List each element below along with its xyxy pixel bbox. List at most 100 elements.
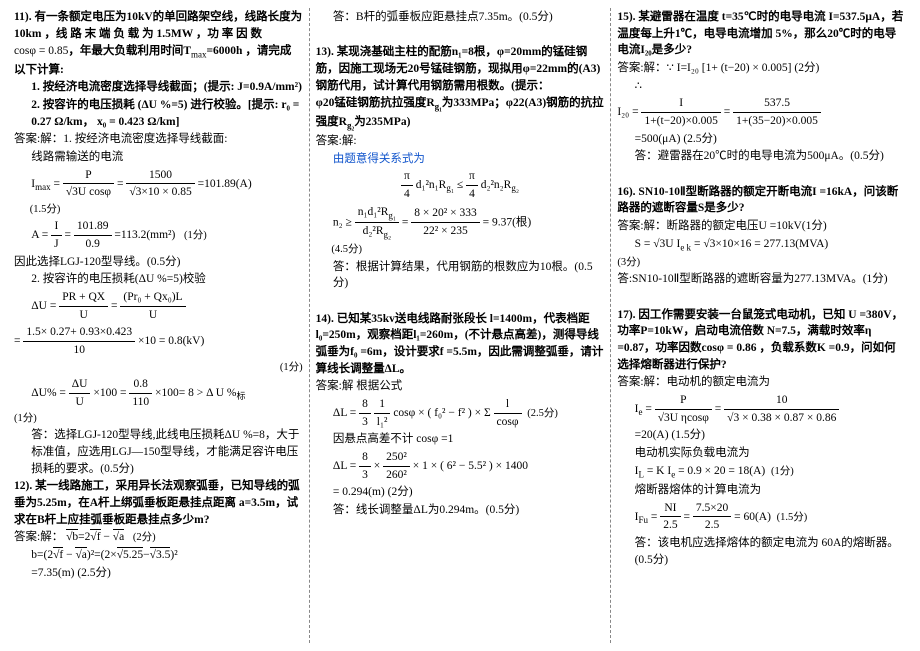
a13-f1l: π bbox=[401, 168, 413, 186]
a17-e2: = bbox=[715, 403, 724, 415]
a11-eq: = bbox=[53, 178, 62, 190]
a14-label: 答案:解 根据公式 bbox=[316, 378, 605, 395]
a11-dun1: PR + QX bbox=[59, 289, 108, 307]
a13-f1m: d₁²n₁R bbox=[416, 179, 447, 191]
a11-lgj: 因此选择LGJ-120型导线。(0.5分) bbox=[14, 254, 303, 271]
a17-fud2: 2.5 bbox=[693, 517, 731, 534]
a11-ad: J bbox=[51, 236, 61, 253]
a14-ans: 答：线长调整量ΔL为0.294m。(0.5分) bbox=[333, 502, 604, 519]
a15-i20: I₂₀ = bbox=[617, 106, 641, 118]
a11-du: ΔU = bbox=[31, 300, 59, 312]
a12-f1d: − bbox=[101, 531, 113, 543]
a11-ducn: 1.5× 0.27+ 0.93×0.423 bbox=[23, 324, 135, 342]
a14-sd: cosφ bbox=[494, 414, 522, 431]
a16-sq: √3 bbox=[653, 238, 665, 250]
q13-s: 20锰硅钢筋抗拉强度R bbox=[323, 97, 435, 109]
a17-ie2: = bbox=[642, 403, 654, 415]
a17-r1: =20(A) (1.5分) bbox=[635, 427, 906, 444]
a14-res: = 0.294(m) (2分) bbox=[333, 484, 604, 501]
q13-s2g: 为235MPa) bbox=[354, 116, 410, 128]
a16-pt: (3分) bbox=[617, 255, 906, 270]
column-2: 答：B杆的弧垂板应距悬挂点7.35m。(0.5分) 13). 某现浇基础主柱的配… bbox=[309, 8, 611, 643]
a17-label: 答案:解：电动机的额定电流为 bbox=[617, 374, 906, 391]
a11-pden: √3U cosφ bbox=[63, 184, 114, 201]
q11-t: ，年最大负载利用时间T bbox=[68, 45, 191, 57]
a15-d1: 1+(t−20)×0.005 bbox=[641, 113, 720, 130]
a11-s2: 2. 按容许的电压损耗(ΔU %=5)校验 bbox=[31, 271, 302, 288]
a11-av: = bbox=[65, 229, 74, 241]
a16-e: = bbox=[691, 238, 703, 250]
a11-vn: 1500 bbox=[126, 167, 194, 185]
a17-pt2: (1分) bbox=[771, 466, 794, 477]
a15-r: =500(μA) (2.5分) bbox=[635, 131, 906, 148]
q13-phi3: φ bbox=[316, 97, 323, 109]
a11-pctd1: U bbox=[69, 394, 91, 411]
a14-dln2: 1 bbox=[374, 396, 391, 414]
a17-ans: 答：该电机应选择熔体的额定电流为 60A的熔断器。(0.5分) bbox=[635, 535, 906, 568]
a14-sn: l bbox=[494, 396, 522, 414]
q13-phi2: φ bbox=[523, 63, 530, 75]
q17-title: 17). 因工作需要安装一台鼠笼式电动机，已知 U =380V，功率P=10kW… bbox=[617, 307, 906, 374]
a12-f1pt: (2分) bbox=[133, 532, 156, 543]
a13-n2e: = bbox=[402, 216, 411, 228]
a14-cosv: cosφ =1 bbox=[416, 433, 453, 445]
q11-title: 11). 有一条额定电压为10kV的单回路架空线，线路长度为 10km ，线 路… bbox=[14, 9, 303, 42]
a11-concl: 答：选择LGJ-120型导线,此线电压损耗ΔU %=8，大于标准值，应选用LGJ… bbox=[31, 427, 302, 477]
a11-res: =101.89(A) bbox=[198, 178, 252, 190]
a12-f2i: )² bbox=[170, 549, 177, 561]
a15-label: 答案:解： bbox=[617, 62, 666, 74]
q15-title: 15). 某避雷器在温度 t=35℃时的电导电流 I=537.5μA，若温度每上… bbox=[617, 9, 906, 59]
a14-f2d2: 260² bbox=[383, 467, 410, 484]
a14-f2n2: 250² bbox=[383, 449, 410, 467]
column-3: 15). 某避雷器在温度 t=35℃时的电导电流 I=537.5μA，若温度每上… bbox=[610, 8, 912, 643]
a17-l3: 熔断器熔体的计算电流为 bbox=[635, 482, 906, 499]
a11-pctn2: 0.8 bbox=[129, 376, 152, 394]
a17-d2: √3 × 0.38 × 0.87 × 0.86 bbox=[724, 410, 839, 427]
q14-title: 14). 已知某35kv送电线路耐张段长 l=1400m，代表档距l₀=250m… bbox=[316, 311, 605, 378]
a11-ar: =113.2(mm²) bbox=[114, 229, 175, 241]
q11-cos: cosφ = 0.85 bbox=[14, 45, 68, 57]
a11-pt3: (1分) bbox=[14, 360, 303, 375]
a17-fun: NI bbox=[660, 500, 680, 518]
a12-f1b: =2 bbox=[78, 531, 90, 543]
q13-phi4: φ bbox=[506, 97, 513, 109]
a11-avn: 101.89 bbox=[74, 218, 112, 236]
a11-pct: ΔU% = bbox=[31, 387, 69, 399]
a13-n2r: = 9.37(根) bbox=[483, 216, 532, 228]
a17-n1: P bbox=[655, 392, 712, 410]
a16-s: S = bbox=[635, 238, 654, 250]
a11-an: I bbox=[51, 218, 61, 236]
a11-pt1: (1.5分) bbox=[30, 202, 303, 217]
a11-ducx: ×10 = 0.8(kV) bbox=[138, 335, 204, 347]
a17-n2: 10 bbox=[724, 392, 839, 410]
a17-l2: 电动机实际负载电流为 bbox=[635, 445, 906, 462]
page-columns: 11). 有一条额定电压为10kV的单回路架空线，线路长度为 10km ，线 路… bbox=[8, 8, 912, 643]
a12-f1c: √f bbox=[90, 529, 100, 543]
q16-title: 16). SN10-10Ⅱ型断路器的额定开断电流I =16kA，问该断路器的遮断… bbox=[617, 184, 906, 217]
a13-sub: g₂ bbox=[511, 184, 519, 194]
a13-n2vd: 22² × 235 bbox=[411, 223, 479, 240]
a12-ans: 答：B杆的弧垂板应距悬挂点7.35m。(0.5分) bbox=[333, 9, 604, 26]
a13-n2: n₂ ≥ bbox=[333, 216, 355, 228]
a16-ans: 答:SN10-10Ⅱ型断路器的遮断容量为277.13MVA。(1分) bbox=[617, 271, 906, 288]
a17-fun2: 7.5×20 bbox=[693, 500, 731, 518]
a17-fr: = 60(A) bbox=[734, 511, 771, 523]
a12-f3: =7.35(m) (2.5分) bbox=[31, 565, 302, 582]
a13-f1le: ≤ bbox=[457, 179, 466, 191]
a12-f2h: √3.5 bbox=[150, 547, 171, 561]
a15-n2: 537.5 bbox=[733, 95, 821, 113]
a13-f1l2: 4 bbox=[401, 186, 413, 203]
a11-vd: √3×10 × 0.85 bbox=[126, 184, 194, 201]
a14-cos1: 因悬点高差不计 bbox=[333, 433, 414, 445]
a15-e: = bbox=[724, 106, 733, 118]
q11-sub2: 2. 按容许的电压损耗 (ΔU %=5) 进行校验。[提示: r₀ = 0.27… bbox=[31, 97, 302, 130]
a13-pt1: (4.5分) bbox=[331, 242, 604, 257]
a12-f2d: √a bbox=[75, 547, 86, 561]
a11-pnum: P bbox=[63, 167, 114, 185]
a11-pt2: (1分) bbox=[184, 230, 207, 241]
a16-sqb: √3 bbox=[703, 238, 715, 250]
a11-dud1: U bbox=[59, 307, 108, 324]
a11-line1: 线路需输送的电流 bbox=[31, 149, 302, 166]
a12-f2c: − bbox=[63, 549, 75, 561]
a17-fud: 2.5 bbox=[660, 517, 680, 534]
